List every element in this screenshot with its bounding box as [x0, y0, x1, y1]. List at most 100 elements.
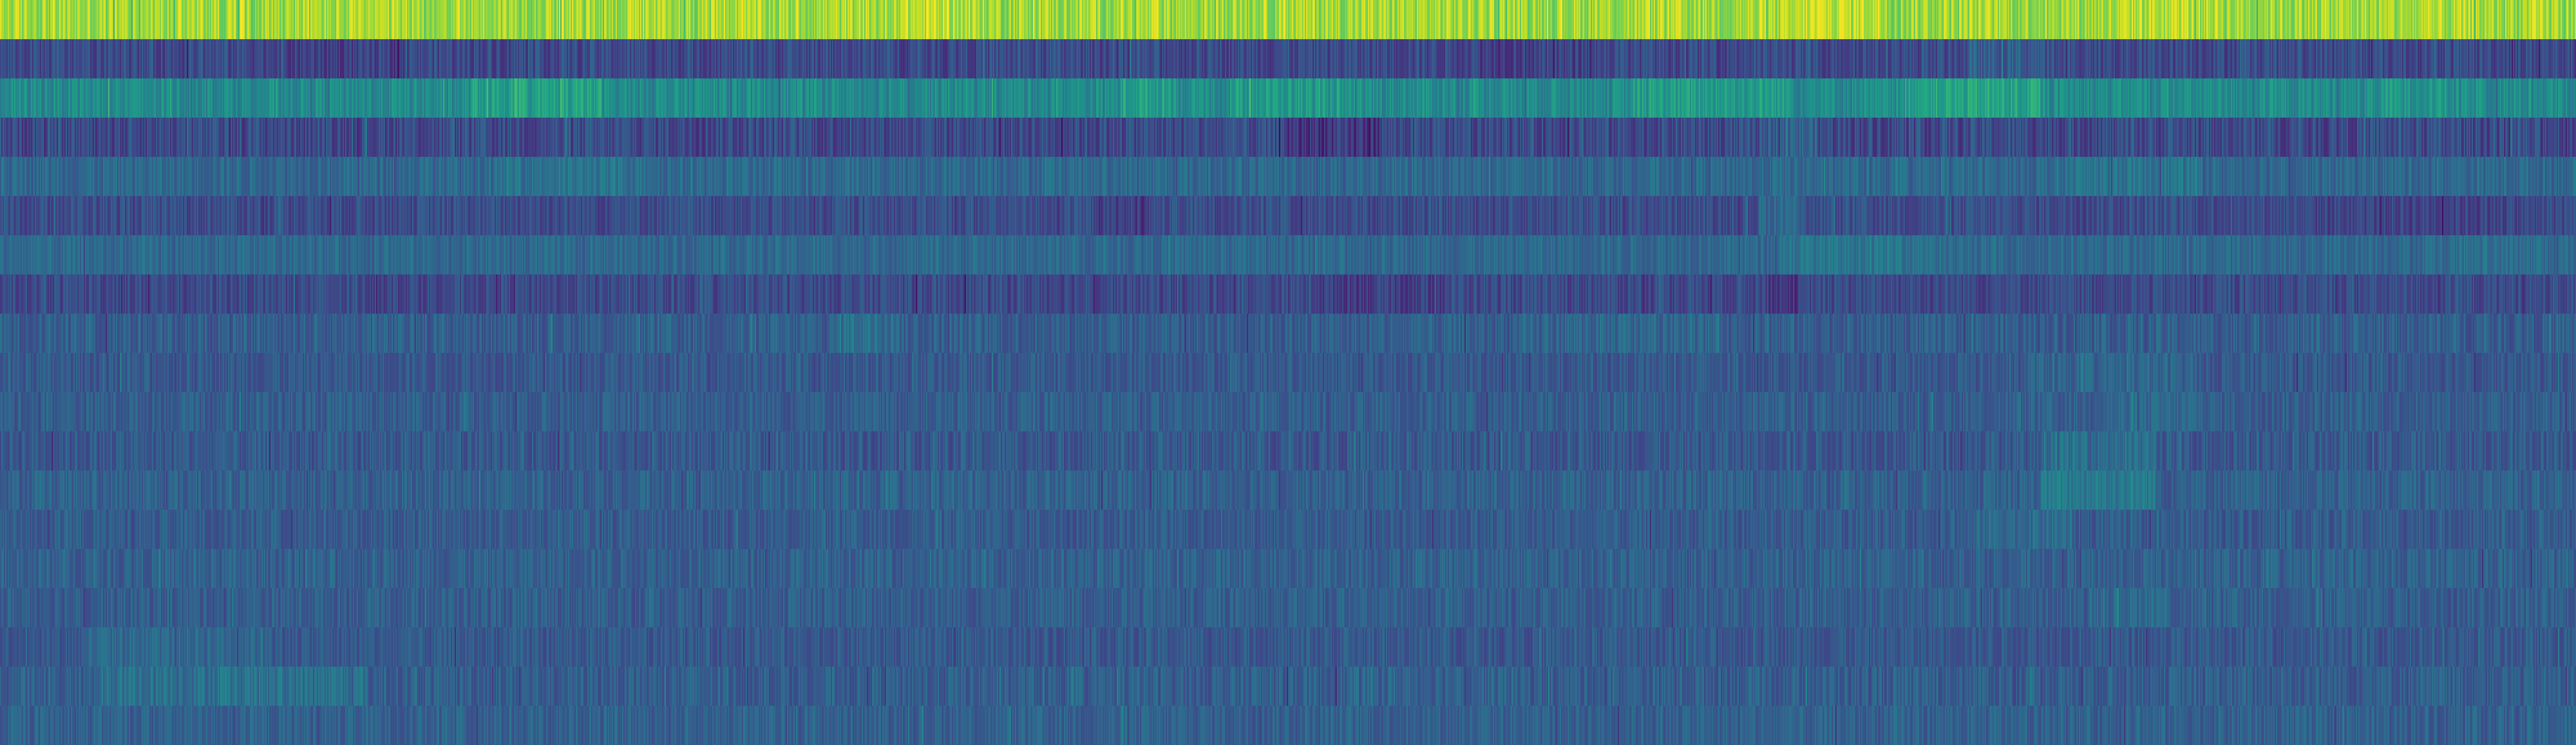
heatmap-cell — [753, 0, 755, 40]
heatmap-cell — [323, 0, 325, 40]
heatmap-cell — [151, 0, 153, 40]
heatmap-cell — [2040, 0, 2042, 40]
heatmap-cell — [108, 39, 110, 79]
heatmap-cell — [2164, 0, 2166, 40]
heatmap-cell — [2507, 0, 2510, 40]
heatmap-cell — [722, 0, 724, 40]
heatmap-cell — [1945, 0, 1947, 40]
heatmap-cell — [162, 0, 164, 40]
heatmap-cell — [1195, 0, 1197, 40]
heatmap-cell — [891, 0, 893, 40]
heatmap-cell — [605, 0, 607, 40]
heatmap-cell — [803, 0, 805, 40]
heatmap-cell — [71, 39, 73, 79]
heatmap-cell — [2075, 0, 2077, 40]
heatmap-cell — [380, 0, 382, 40]
heatmap-cell — [168, 39, 171, 79]
heatmap-cell — [385, 0, 387, 40]
heatmap-cell — [2291, 0, 2293, 40]
heatmap-cell — [1741, 0, 1743, 40]
heatmap-cell — [511, 0, 513, 40]
heatmap-cell — [1199, 0, 1201, 40]
heatmap-cell — [81, 0, 83, 40]
heatmap-cell — [2094, 0, 2096, 40]
heatmap-cell — [1630, 0, 1632, 40]
heatmap-cell — [2113, 0, 2116, 40]
heatmap-cell — [72, 39, 74, 79]
heatmap-cell — [2559, 0, 2561, 40]
heatmap-cell — [172, 39, 175, 79]
heatmap-cell — [928, 0, 930, 40]
heatmap-cell — [1771, 0, 1773, 40]
heatmap-cell — [2448, 0, 2450, 40]
heatmap-cell — [138, 39, 140, 79]
heatmap-cell — [1928, 0, 1930, 40]
heatmap-cell — [73, 0, 75, 40]
heatmap-cell — [206, 0, 208, 40]
heatmap-cell — [447, 0, 449, 40]
heatmap-cell — [2166, 0, 2168, 40]
heatmap-cell — [160, 39, 162, 79]
heatmap-cell — [1638, 0, 1640, 40]
heatmap-cell — [2516, 0, 2518, 40]
heatmap-cell — [2473, 0, 2475, 40]
heatmap-cell — [922, 0, 924, 40]
heatmap-cell — [287, 0, 289, 40]
heatmap-cell — [13, 39, 15, 79]
heatmap-cell — [256, 0, 258, 40]
heatmap-cell — [630, 0, 632, 40]
heatmap-cell — [126, 39, 128, 79]
heatmap-cell — [870, 0, 872, 40]
heatmap-cell — [2499, 0, 2501, 40]
heatmap-cell — [2000, 0, 2002, 40]
heatmap-cell — [1607, 0, 1609, 40]
heatmap-cell — [1876, 0, 1878, 40]
heatmap-cell — [60, 0, 62, 40]
heatmap-cell — [1438, 0, 1440, 40]
heatmap-cell — [1576, 0, 1579, 40]
heatmap-cell — [2121, 0, 2123, 40]
heatmap-cell — [167, 0, 169, 40]
heatmap-cell — [809, 0, 811, 40]
heatmap-cell — [91, 0, 93, 40]
heatmap-cell — [1431, 0, 1433, 40]
heatmap-cell — [85, 39, 87, 79]
heatmap-cell — [166, 39, 168, 79]
heatmap-cell — [810, 0, 812, 40]
heatmap-cell — [165, 0, 167, 40]
heatmap-cell — [1270, 0, 1272, 40]
heatmap-cell — [1263, 0, 1265, 40]
heatmap-cell — [2254, 0, 2256, 40]
heatmap-cell — [672, 0, 674, 40]
heatmap-cell — [1552, 0, 1554, 40]
heatmap-cell — [181, 39, 184, 79]
heatmap-cell — [720, 0, 722, 40]
heatmap-cell — [1976, 0, 1978, 40]
heatmap-cell — [1040, 0, 1042, 40]
heatmap-cell — [1083, 0, 1085, 40]
heatmap-cell — [1518, 0, 1520, 40]
heatmap-cell — [2322, 0, 2324, 40]
heatmap-cell — [1926, 0, 1928, 40]
heatmap-cell — [654, 0, 656, 40]
heatmap-cell — [116, 39, 118, 79]
heatmap-cell — [1017, 0, 1019, 40]
heatmap-cell — [1334, 0, 1336, 40]
heatmap-cell — [466, 0, 468, 40]
heatmap-cell — [2468, 0, 2470, 40]
heatmap-cell — [1302, 0, 1304, 40]
heatmap-cell — [1584, 0, 1586, 40]
heatmap-cell — [2370, 0, 2372, 40]
heatmap-cell — [1391, 0, 1393, 40]
heatmap-cell — [2084, 0, 2086, 40]
heatmap-cell — [953, 0, 955, 40]
heatmap-cell — [1958, 0, 1960, 40]
heatmap-cell — [683, 0, 685, 40]
heatmap-cell — [2189, 0, 2192, 40]
heatmap-cell — [1593, 0, 1595, 40]
heatmap-cell — [1950, 0, 1952, 40]
heatmap-cell — [116, 0, 118, 40]
heatmap-cell — [359, 0, 361, 40]
heatmap-cell — [751, 0, 753, 40]
heatmap-cell — [1243, 0, 1245, 40]
